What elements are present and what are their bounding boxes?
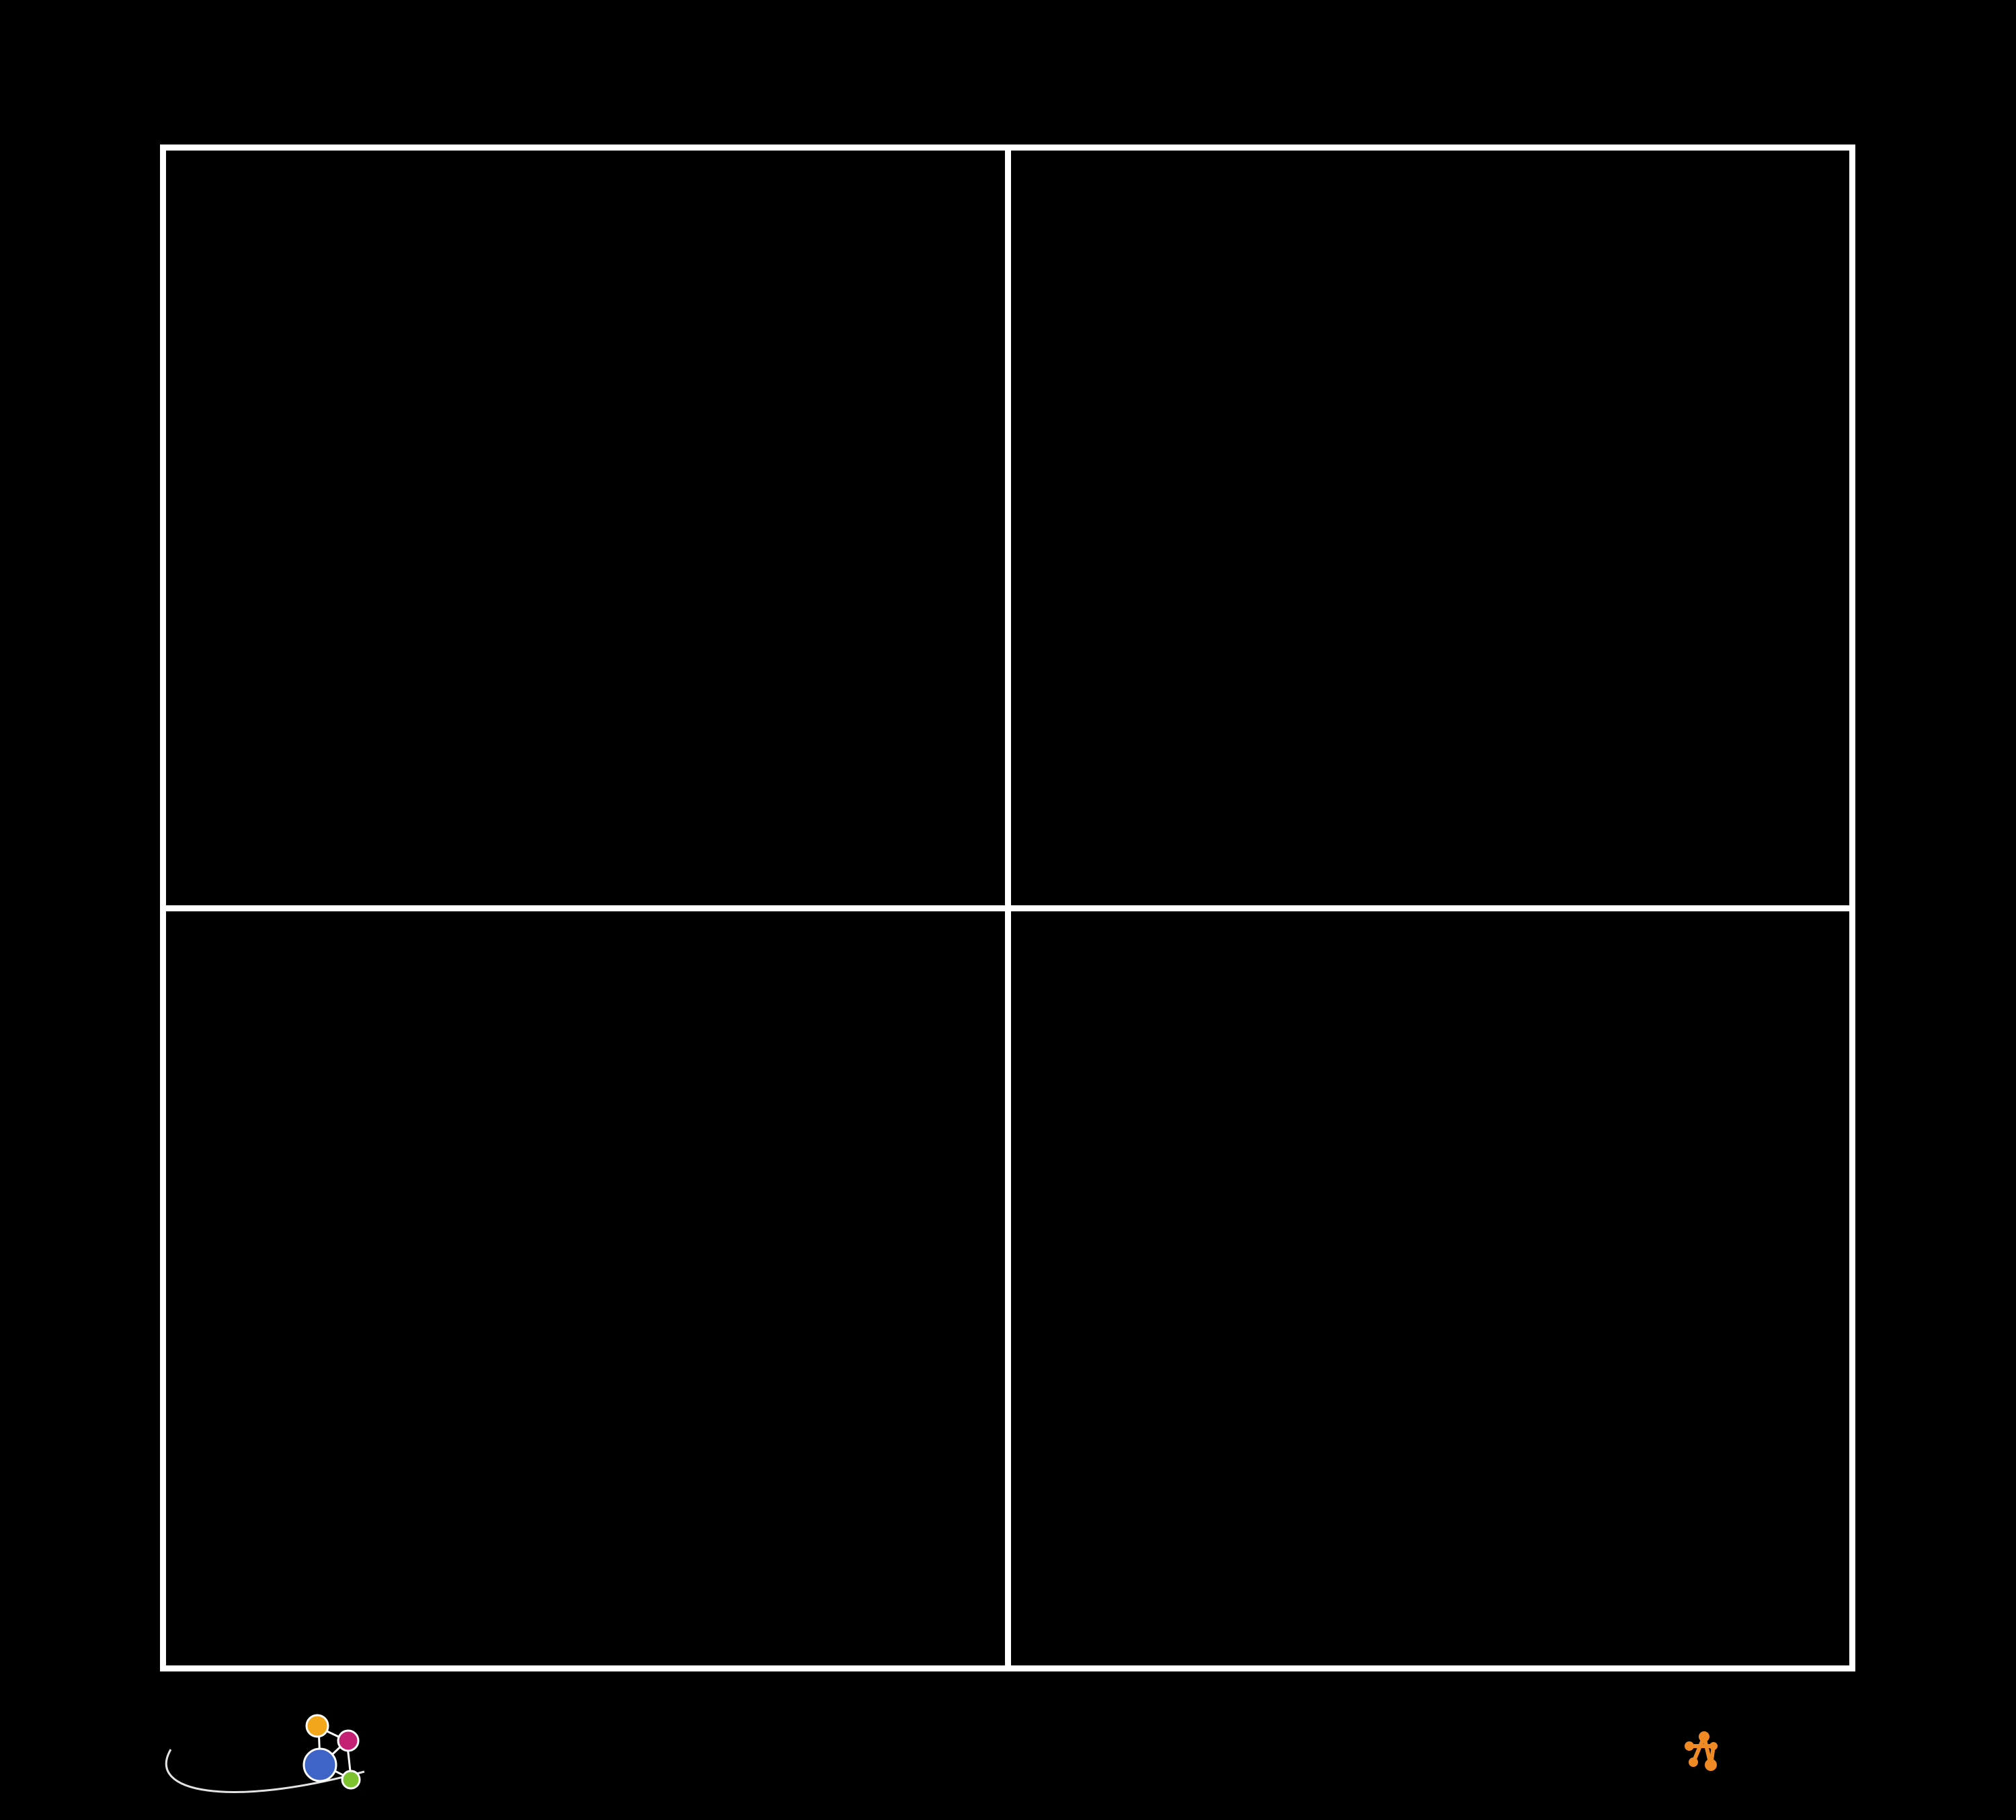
panel-disease-risk (1010, 151, 1850, 905)
network-disease-risk (1011, 151, 1850, 829)
figure-frame (160, 144, 1855, 1671)
network-disease-classes (1011, 911, 1850, 1590)
edgeleap-logo-icon (165, 1714, 365, 1793)
panel-nutrient-classes (166, 911, 1005, 1665)
network-nutrient-classes (166, 911, 1005, 1590)
panel-disease-classes (1010, 911, 1850, 1665)
network-ingredient-disease (166, 151, 1005, 829)
cytoscape-logo-icon (1685, 1731, 1718, 1771)
cytoscape-credit (1684, 1711, 1912, 1792)
panel-ingredient-disease (166, 151, 1005, 905)
edgeleap-credit (163, 1712, 445, 1820)
